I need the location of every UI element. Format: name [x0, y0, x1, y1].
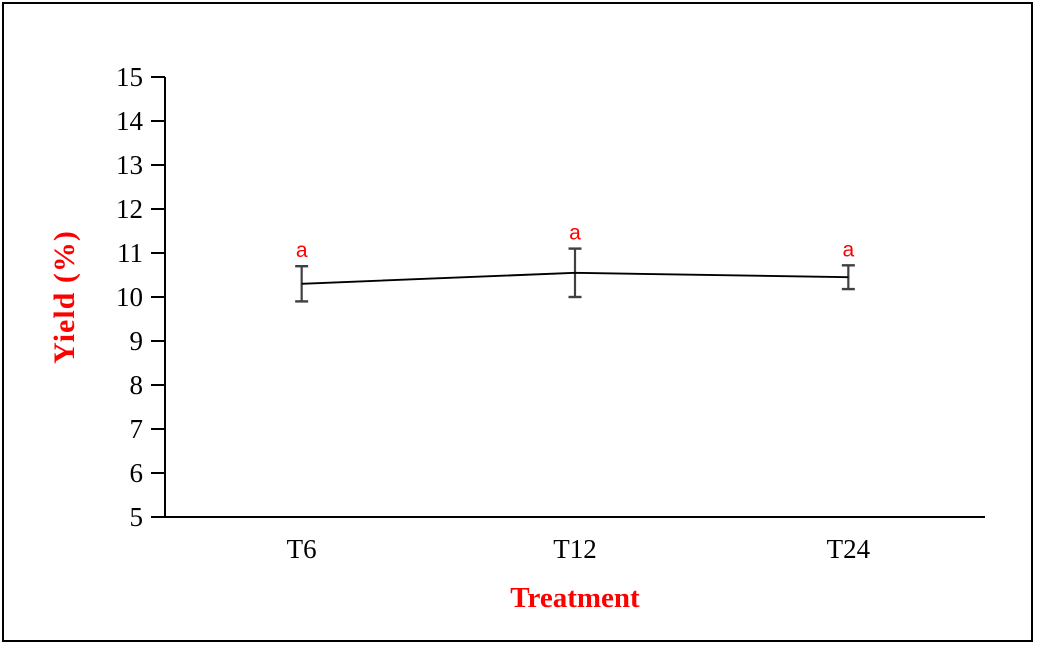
point-label: a	[296, 239, 308, 262]
y-tick-label: 7	[130, 414, 144, 444]
y-tick-label: 12	[116, 194, 143, 224]
y-tick-label: 14	[116, 106, 144, 136]
x-category-label: T24	[827, 534, 871, 564]
series-line	[301, 271, 849, 285]
y-tick-label: 11	[117, 238, 143, 268]
y-tick-label: 15	[116, 62, 143, 92]
y-tick-label: 10	[116, 282, 143, 312]
x-category-label: T6	[287, 534, 317, 564]
x-category-label: T12	[553, 534, 597, 564]
y-tick-label: 8	[130, 370, 144, 400]
point-label: a	[842, 238, 854, 261]
y-tick-label: 5	[130, 502, 144, 532]
x-axis-title: Treatment	[510, 582, 640, 614]
y-tick-label: 9	[130, 326, 144, 356]
y-axis-title: Yield (%)	[48, 230, 81, 364]
point-label: a	[569, 222, 581, 245]
y-tick-label: 13	[116, 150, 143, 180]
y-tick-label: 6	[130, 458, 144, 488]
